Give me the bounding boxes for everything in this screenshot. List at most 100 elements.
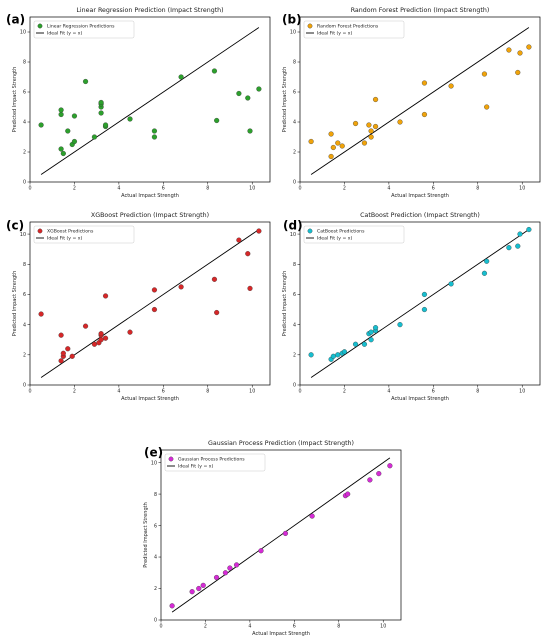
data-point xyxy=(151,128,158,134)
data-point xyxy=(372,325,379,331)
chart-panel-d: (d) CatBoost Prediction (Impact Strength)… xyxy=(282,212,541,402)
x-tick-label: 8 xyxy=(206,389,209,395)
y-tick-label: 2 xyxy=(23,150,26,156)
data-point xyxy=(58,332,64,338)
x-axis-label: Actual Impact Strength xyxy=(391,193,449,199)
chart-panel-e: (e) Gaussian Process Prediction (Impact S… xyxy=(143,440,402,637)
y-axis-label: Predicted Impact Strength xyxy=(143,502,149,568)
ideal-fit-line xyxy=(310,27,530,175)
y-tick-label: 8 xyxy=(154,492,157,498)
panel-letter: (c) xyxy=(6,219,24,233)
y-tick-label: 8 xyxy=(293,262,296,268)
data-point xyxy=(247,128,253,134)
y-tick-label: 8 xyxy=(23,262,26,268)
data-point xyxy=(213,574,220,581)
data-point xyxy=(200,582,206,588)
data-point xyxy=(233,562,240,568)
data-point xyxy=(245,251,251,257)
legend-label-ideal-fit: Ideal Fit (y = x) xyxy=(317,236,352,242)
data-point xyxy=(102,335,109,341)
data-point xyxy=(352,120,359,127)
x-tick-label: 10 xyxy=(380,624,386,630)
x-tick-label: 0 xyxy=(298,186,301,192)
data-point xyxy=(82,78,89,85)
data-point xyxy=(387,463,393,469)
ideal-fit-line xyxy=(310,229,530,378)
y-tick-label: 6 xyxy=(154,523,157,529)
data-point xyxy=(372,96,379,103)
data-point xyxy=(258,548,264,554)
data-point xyxy=(189,589,195,595)
data-point xyxy=(515,243,521,249)
chart-title: XGBoost Prediction (Impact Strength) xyxy=(91,212,209,219)
data-point xyxy=(98,331,104,337)
legend-label-predictions: Random Forest Predictions xyxy=(317,24,379,30)
y-tick-label: 6 xyxy=(23,90,26,96)
data-point xyxy=(222,570,229,576)
legend-marker-predictions xyxy=(307,23,313,29)
x-tick-label: 6 xyxy=(162,186,165,192)
x-axis-label: Actual Impact Strength xyxy=(252,631,310,637)
data-point xyxy=(421,80,428,86)
data-point xyxy=(211,276,218,282)
y-tick-label: 6 xyxy=(23,292,26,298)
data-point xyxy=(517,50,523,56)
y-tick-label: 10 xyxy=(20,30,26,36)
x-tick-label: 10 xyxy=(519,389,525,395)
data-point xyxy=(309,513,315,519)
y-tick-label: 6 xyxy=(293,292,296,298)
legend-label-predictions: Gaussian Process Predictions xyxy=(178,457,245,463)
x-tick-label: 2 xyxy=(204,624,207,630)
x-tick-label: 8 xyxy=(337,624,340,630)
plot-frame xyxy=(299,16,541,183)
y-tick-label: 2 xyxy=(154,586,157,592)
y-tick-label: 10 xyxy=(20,232,26,238)
data-point xyxy=(82,323,89,329)
data-point xyxy=(526,226,532,233)
data-point xyxy=(366,122,372,128)
y-tick-label: 0 xyxy=(293,383,296,389)
data-point xyxy=(328,131,334,137)
data-point xyxy=(91,134,98,140)
data-point xyxy=(506,47,512,53)
chart-title: CatBoost Prediction (Impact Strength) xyxy=(360,212,480,219)
data-point xyxy=(330,353,336,359)
data-point xyxy=(352,341,359,347)
data-point xyxy=(421,291,428,298)
legend-label-ideal-fit: Ideal Fit (y = x) xyxy=(47,31,82,37)
data-point xyxy=(367,477,373,483)
data-point xyxy=(372,123,379,130)
data-point xyxy=(102,122,109,128)
y-tick-label: 6 xyxy=(293,90,296,96)
data-point xyxy=(308,352,314,358)
legend-label-predictions: Linear Regression Predictions xyxy=(47,24,115,30)
data-point xyxy=(328,153,334,160)
plot-frame xyxy=(29,221,271,386)
y-axis-label: Predicted Impact Strength xyxy=(12,67,18,133)
data-point xyxy=(361,140,368,146)
data-point xyxy=(341,349,348,355)
data-point xyxy=(71,138,78,145)
y-tick-label: 0 xyxy=(23,383,26,389)
x-tick-label: 6 xyxy=(162,389,165,395)
legend-label-ideal-fit: Ideal Fit (y = x) xyxy=(178,464,213,470)
data-point xyxy=(102,293,109,299)
x-axis-label: Actual Impact Strength xyxy=(121,396,179,402)
data-point xyxy=(214,309,220,316)
plot-frame xyxy=(160,449,402,621)
data-point xyxy=(361,341,368,347)
chart-panel-a: (a) Linear Regression Prediction (Impact … xyxy=(6,7,271,199)
x-tick-label: 0 xyxy=(28,186,31,192)
data-point xyxy=(71,113,78,119)
data-point xyxy=(448,281,454,287)
data-point xyxy=(151,287,158,293)
panel-letter: (b) xyxy=(282,13,302,27)
data-point xyxy=(421,306,428,313)
y-tick-label: 10 xyxy=(290,30,296,36)
legend-marker-predictions xyxy=(37,23,43,29)
data-point xyxy=(345,491,351,497)
legend-box xyxy=(303,225,405,244)
y-axis-label: Predicted Impact Strength xyxy=(12,271,18,337)
data-point xyxy=(368,134,374,140)
